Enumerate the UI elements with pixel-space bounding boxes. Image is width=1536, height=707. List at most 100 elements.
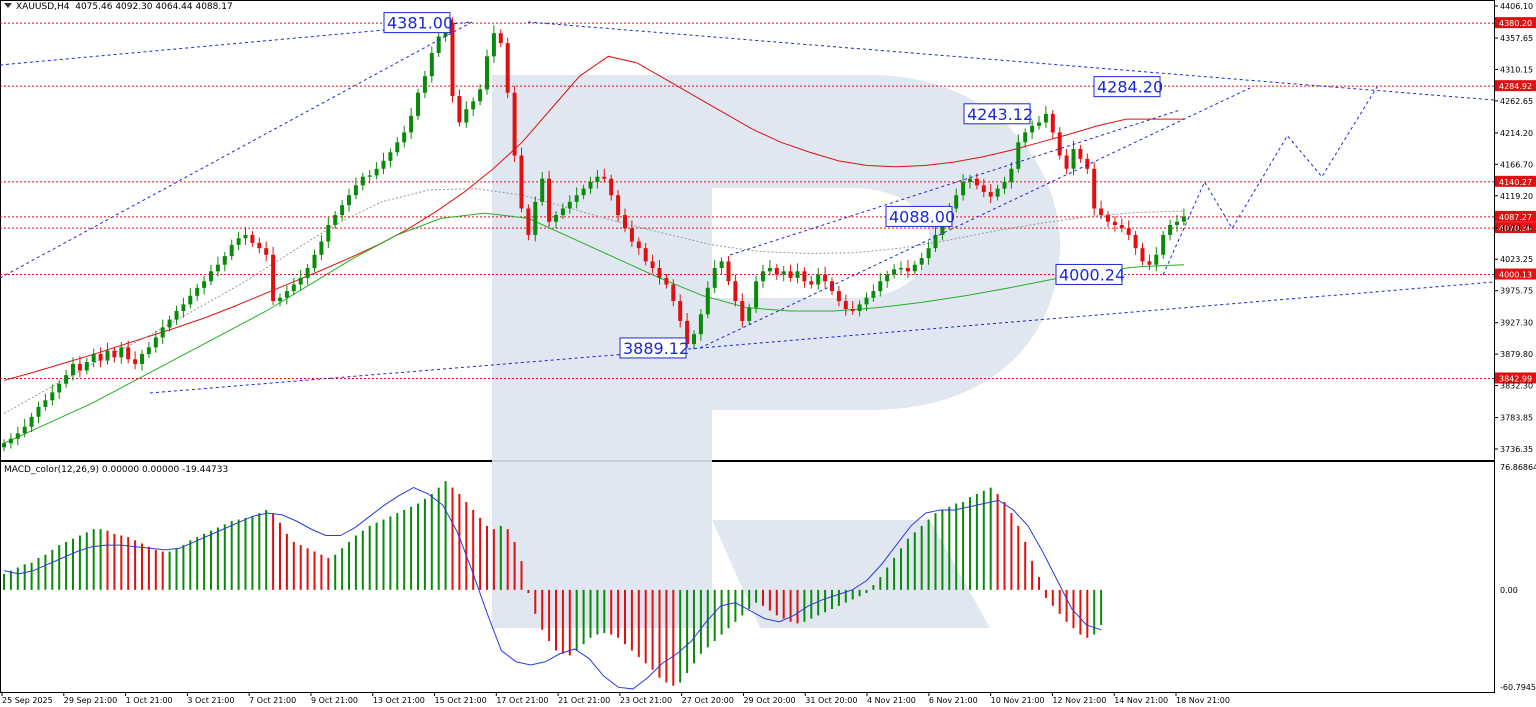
candle-body (698, 314, 703, 335)
candle-body (1085, 158, 1090, 169)
candle-body (788, 271, 793, 278)
candle-body (843, 301, 848, 310)
time-axis-label: 31 Oct 20:00 (805, 696, 857, 705)
candle-body (1112, 221, 1117, 226)
trend-line (0, 21, 473, 66)
candle-body (222, 256, 227, 265)
candle-body (912, 264, 917, 272)
candle-body (298, 277, 303, 285)
candle-body (457, 96, 462, 123)
candle-body (64, 375, 69, 384)
candle-body (119, 347, 124, 358)
time-axis-label: 23 Oct 21:00 (620, 696, 672, 705)
candle-body (926, 248, 931, 259)
time-axis-label: 25 Sep 2025 (2, 696, 53, 705)
candle-body (878, 281, 883, 292)
candle-body (360, 176, 365, 186)
candle-body (271, 254, 276, 302)
time-axis-label: 18 Nov 21:00 (1176, 696, 1230, 705)
time-axis-label: 7 Oct 21:00 (249, 696, 296, 705)
candle-body (650, 261, 655, 268)
candle-body (395, 142, 400, 153)
candle-body (498, 33, 503, 44)
trend-line (149, 347, 701, 394)
candle-body (671, 284, 676, 302)
candle-body (1023, 132, 1028, 143)
candle-body (830, 281, 834, 292)
candle-body (464, 109, 469, 123)
symbol-label: XAUUSD,H4 (16, 2, 70, 12)
candle-body (981, 185, 986, 192)
candle-body (899, 267, 903, 270)
candle-body (774, 267, 779, 275)
candle-body (22, 426, 27, 434)
candle-body (1119, 225, 1124, 229)
time-axis-label: 3 Oct 21:00 (187, 696, 234, 705)
candle-body (540, 178, 545, 202)
candle-body (809, 281, 814, 285)
candle-body (1016, 142, 1021, 169)
candle-body (1099, 208, 1104, 216)
price-level-tag (1495, 372, 1536, 384)
candle-body (588, 182, 593, 189)
candle-body (264, 248, 269, 255)
time-axis-label: 15 Oct 21:00 (435, 696, 487, 705)
candle-body (795, 271, 800, 278)
candle-body (57, 383, 62, 393)
candle-body (609, 178, 614, 196)
candle-body (643, 248, 648, 262)
candle-body (905, 267, 910, 272)
candle-body (533, 201, 538, 235)
candle-body (367, 175, 372, 177)
macd-axis-label: 0.00 (1500, 586, 1518, 595)
price-annotation-box (1055, 263, 1123, 285)
candle-body (77, 363, 82, 371)
candle-body (215, 264, 220, 272)
candle-body (402, 132, 407, 143)
candle-body (291, 284, 296, 292)
candle-body (1161, 234, 1166, 255)
candle-body (526, 208, 531, 235)
candle-body (1181, 216, 1186, 222)
price-axis-label: 3783.85 (1500, 414, 1533, 423)
price-annotation-label: 4088.00 (889, 207, 955, 226)
time-axis-label: 10 Nov 21:00 (991, 696, 1045, 705)
candle-body (505, 43, 510, 93)
candle-body (919, 258, 924, 265)
price-level-tag (1495, 17, 1536, 29)
watermark-logo-leg (712, 520, 990, 628)
price-level-tag (1495, 210, 1536, 222)
candle-body (554, 215, 558, 222)
trend-line (699, 281, 1495, 349)
candle-body (1147, 261, 1152, 265)
time-axis-label: 17 Oct 21:00 (496, 696, 548, 705)
candle-body (1002, 182, 1007, 189)
candle-body (595, 176, 600, 183)
dropdown-triangle-icon[interactable] (4, 3, 12, 8)
candle-body (181, 304, 186, 311)
candle-body (1009, 168, 1014, 183)
candle-body (84, 361, 89, 371)
candle-body (850, 309, 855, 311)
candle-body (823, 274, 828, 282)
price-axis-label: 4262.65 (1500, 97, 1533, 106)
moving-average-gray (3, 188, 1184, 414)
time-axis-label: 4 Nov 21:00 (867, 696, 916, 705)
candle-body (719, 261, 724, 268)
candle-body (381, 160, 386, 169)
candle-body (657, 267, 662, 278)
price-annotation-box (1093, 76, 1161, 98)
candle-body (1092, 168, 1097, 209)
candle-body (347, 195, 351, 206)
candle-body (133, 359, 138, 364)
candle-body (388, 152, 393, 161)
candle-body (1126, 228, 1131, 235)
candle-body (781, 271, 786, 275)
time-axis-label: 27 Oct 20:00 (682, 696, 734, 705)
candle-body (478, 89, 483, 102)
candle-body (188, 295, 193, 305)
candle-body (636, 241, 641, 249)
price-axis-label: 3927.30 (1500, 319, 1533, 328)
macd-panel-frame (0, 461, 1495, 693)
